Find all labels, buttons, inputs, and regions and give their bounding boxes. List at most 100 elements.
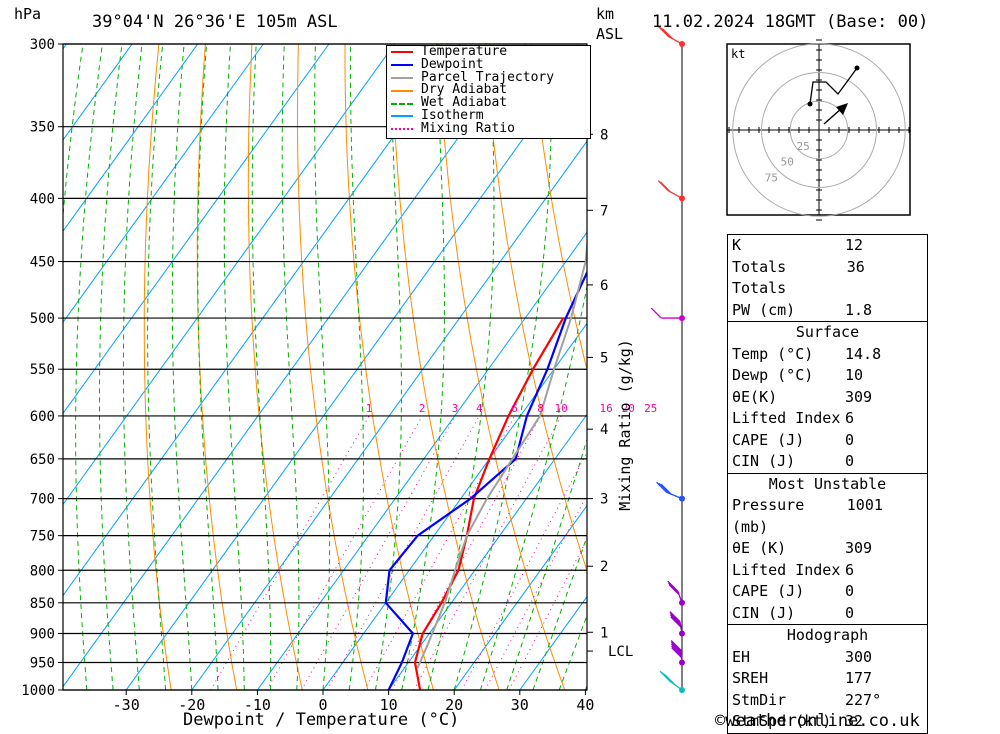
pressure-tick-label: 500 [30, 311, 55, 327]
tt-label: Totals Totals [732, 257, 787, 298]
hodograph-ring [761, 72, 877, 188]
k-value: 12 [845, 236, 864, 254]
pw-label: PW (cm) [732, 300, 796, 319]
surface-temp-value: 14.8 [845, 344, 882, 363]
wet-adiabat-line [453, 44, 552, 690]
temperature-tick-label: 30 [511, 696, 529, 714]
surface-cin-value: 0 [845, 452, 855, 470]
legend-swatch [391, 51, 413, 54]
pressure-tick-label: 600 [30, 409, 55, 425]
mixing-ratio-axis-label: Mixing Ratio (g/kg) [616, 339, 634, 511]
mu-pressure-value: 1001 [846, 496, 883, 514]
surface-cape-label: CAPE (J) [732, 430, 805, 449]
surface-li-value: 6 [845, 409, 855, 427]
plot-frame [62, 43, 588, 691]
wet-adiabat-line [281, 44, 300, 690]
eh-value: 300 [845, 647, 873, 666]
dry-adiabat-line [297, 44, 369, 690]
sreh-value: 177 [845, 669, 873, 687]
wind-barb-flag [659, 181, 671, 193]
legend-label: Dewpoint [421, 56, 484, 72]
surface-cin-label: CIN (J) [732, 452, 796, 470]
legend-item: Dry Adiabat [387, 83, 590, 97]
mixing-ratio-label: 3 [452, 402, 459, 415]
hodograph-ring-label: 75 [765, 172, 778, 185]
pw-value: 1.8 [845, 300, 873, 319]
wet-adiabat-line [506, 437, 587, 690]
wind-barb-flag [669, 612, 681, 624]
legend-label: Wet Adiabat [421, 95, 508, 111]
mu-li-value: 6 [845, 560, 855, 579]
legend-label: Mixing Ratio [421, 120, 515, 136]
km-tick-label: 8 [600, 127, 608, 143]
pressure-tick-label: 900 [30, 626, 55, 642]
dry-adiabat-line [390, 44, 500, 690]
wind-barb-flag [668, 584, 680, 596]
legend-swatch [391, 115, 413, 118]
mixing-ratio-line [363, 415, 516, 690]
storm-motion-arrowhead [836, 103, 848, 115]
wet-adiabat-line [197, 44, 219, 690]
wind-barb-flag [670, 614, 681, 626]
dry-adiabat-line [437, 44, 566, 690]
hodograph-point [854, 65, 860, 71]
isotherm-line [63, 44, 330, 415]
legend-swatch [391, 76, 413, 79]
isotherm-line [63, 44, 461, 597]
legend-label: Temperature [421, 44, 508, 59]
mixing-ratio-label: 8 [537, 402, 544, 415]
mu-cin-value: 0 [845, 603, 855, 622]
wind-barb-column [650, 25, 685, 693]
isotherm-line [63, 44, 133, 141]
isotherm-line [63, 44, 527, 688]
hodograph-ring-label: 50 [781, 156, 794, 169]
isotherm-line [63, 44, 395, 506]
temperature-tick-label: 0 [318, 696, 327, 714]
datetime-title: 11.02.2024 18GMT (Base: 00) [652, 12, 929, 32]
dry-adiabat-line [344, 44, 435, 690]
wet-adiabat-line [348, 44, 364, 690]
axes: 1 2 3 4 6 8 10 16 20 2530035040045050055060065070… [21, 37, 657, 714]
lcl-label: LCL [608, 644, 633, 660]
x-axis-label: Dewpoint / Temperature (°C) [183, 710, 460, 730]
wet-adiabat-line [427, 44, 495, 690]
pressure-tick-label: 700 [30, 492, 55, 508]
km-tick-label: 3 [600, 492, 608, 508]
mixing-ratio-line [391, 415, 541, 690]
wet-adiabat-line [479, 283, 587, 690]
legend-item: Parcel Trajectory [387, 71, 590, 85]
wet-adiabat-line [314, 44, 331, 690]
wind-barb-flag [650, 307, 662, 319]
hodograph-ring [732, 43, 906, 217]
surface-dewp-label: Dewp (°C) [732, 366, 814, 384]
surface-theta-label: θE(K) [732, 387, 778, 406]
hodograph-point [807, 101, 813, 107]
wind-barb-flag [669, 611, 681, 623]
mu-theta-value: 309 [845, 539, 873, 557]
mixing-ratio-label: 4 [476, 402, 483, 415]
pressure-tick-label: 950 [30, 655, 55, 671]
pressure-tick-label: 450 [30, 255, 55, 271]
parcel-trajectory-profile [416, 236, 587, 669]
legend-item: Isotherm [387, 109, 590, 123]
legend-swatch [391, 128, 413, 131]
k-label: K [732, 236, 742, 254]
isotherm-line [256, 231, 587, 690]
isotherm-line [388, 413, 587, 690]
copyright-footer[interactable]: ©weatheronline.co.uk [715, 711, 920, 731]
hodograph-table-title: Hodograph [786, 626, 869, 644]
pressure-tick-label: 650 [30, 452, 55, 468]
mu-cin-label: CIN (J) [732, 603, 796, 622]
mixing-ratio-label: 20 [622, 402, 635, 415]
isotherm-line [0, 44, 1, 690]
km-tick-label: 7 [600, 203, 608, 219]
temperature-profile [413, 317, 565, 690]
dry-adiabat-line [944, 26, 1000, 716]
surface-li-label: Lifted Index [732, 409, 841, 427]
surface-cape-value: 0 [845, 430, 855, 449]
wet-adiabat-line [251, 44, 272, 690]
hodograph-ring-label: 25 [797, 140, 810, 153]
temperature-tick-label: 20 [445, 696, 463, 714]
